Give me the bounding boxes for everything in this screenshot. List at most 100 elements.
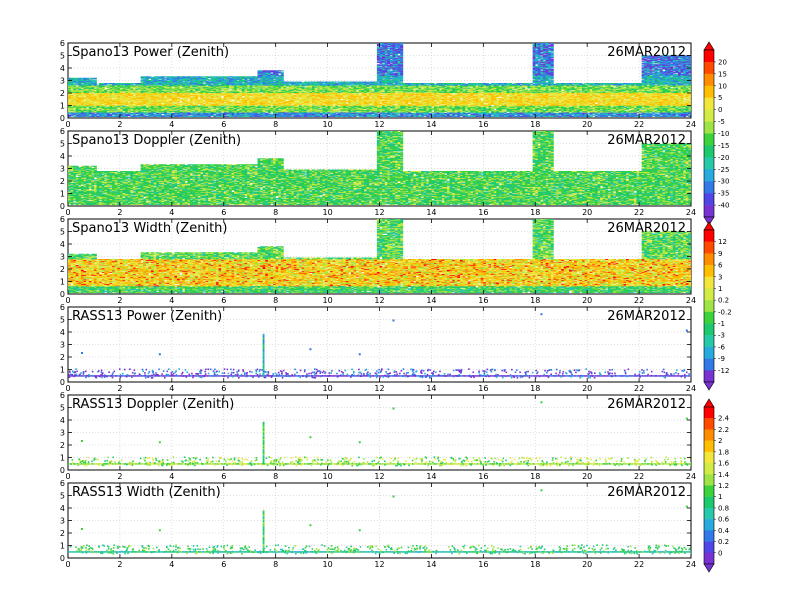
data-cell	[166, 83, 170, 85]
data-cell	[171, 83, 175, 85]
data-cell	[192, 88, 196, 90]
data-cell	[273, 81, 276, 83]
data-cell	[104, 111, 108, 113]
data-cell	[101, 95, 105, 97]
data-cell	[205, 101, 209, 103]
data-cell	[208, 111, 212, 113]
data-cell	[228, 102, 232, 104]
data-cell	[122, 91, 126, 93]
data-cell	[151, 77, 154, 79]
data-cell	[127, 115, 131, 117]
data-cell	[125, 110, 129, 112]
data-cell	[148, 104, 152, 106]
data-cell	[156, 88, 160, 90]
data-cell	[174, 116, 178, 118]
data-cell	[151, 87, 154, 89]
data-cell	[73, 113, 77, 115]
data-cell	[140, 110, 144, 112]
data-cell	[101, 89, 105, 91]
data-cell	[208, 104, 212, 106]
data-cell	[192, 98, 196, 100]
data-cell	[197, 83, 201, 85]
data-cell	[109, 92, 113, 94]
data-cell	[228, 88, 232, 90]
data-cell	[153, 86, 157, 88]
data-cell	[117, 83, 121, 85]
data-cell	[164, 94, 167, 96]
data-cell	[166, 89, 170, 91]
data-cell	[91, 101, 95, 103]
data-cell	[221, 89, 225, 91]
data-cell	[83, 111, 87, 113]
data-cell	[78, 93, 82, 95]
data-cell	[200, 99, 204, 101]
data-cell	[73, 86, 77, 88]
data-cell	[228, 108, 232, 110]
data-cell	[213, 102, 217, 104]
data-cell	[187, 108, 191, 110]
data-cell	[161, 115, 165, 117]
data-cell	[169, 107, 173, 109]
data-cell	[78, 89, 82, 91]
data-cell	[130, 83, 134, 85]
data-cell	[143, 86, 147, 88]
data-cell	[164, 89, 167, 91]
data-cell	[114, 83, 118, 85]
data-cell	[130, 113, 134, 115]
data-cell	[182, 113, 186, 115]
data-cell	[114, 102, 118, 104]
data-cell	[86, 92, 90, 94]
data-cell	[213, 82, 217, 84]
data-cell	[197, 103, 201, 105]
data-cell	[91, 83, 95, 85]
data-cell	[109, 96, 113, 98]
data-cell	[182, 95, 186, 97]
data-cell	[140, 106, 144, 108]
data-cell	[215, 107, 219, 109]
data-cell	[99, 115, 103, 117]
data-cell	[83, 113, 87, 115]
data-cell	[70, 83, 74, 85]
data-cell	[91, 97, 95, 99]
data-cell	[148, 104, 152, 106]
data-cell	[143, 106, 147, 108]
data-cell	[68, 81, 71, 83]
data-cell	[88, 90, 92, 92]
data-cell	[93, 100, 97, 102]
data-cell	[117, 87, 121, 89]
data-cell	[184, 95, 188, 97]
data-cell	[96, 90, 100, 92]
data-cell	[210, 82, 214, 84]
data-cell	[161, 104, 165, 106]
data-cell	[93, 83, 97, 85]
data-cell	[78, 110, 82, 112]
data-cell	[202, 106, 206, 108]
data-cell	[122, 90, 126, 92]
data-cell	[109, 113, 113, 115]
data-cell	[215, 113, 219, 115]
data-cell	[117, 88, 121, 90]
data-cell	[164, 77, 167, 79]
data-cell	[312, 112, 315, 114]
data-cell	[213, 116, 217, 118]
data-cell	[125, 86, 129, 88]
data-cell	[143, 113, 147, 115]
data-cell	[195, 77, 199, 79]
data-cell	[164, 114, 167, 116]
data-cell	[223, 96, 227, 98]
data-cell	[226, 104, 230, 106]
data-cell	[190, 107, 193, 109]
data-cell	[184, 92, 188, 94]
data-cell	[138, 113, 141, 115]
data-cell	[182, 100, 186, 102]
data-cell	[223, 110, 227, 112]
data-cell	[127, 111, 131, 113]
data-cell	[205, 107, 209, 109]
data-cell	[99, 92, 103, 94]
data-cell	[99, 86, 103, 88]
data-cell	[112, 114, 116, 116]
data-cell	[104, 89, 108, 91]
data-cell	[197, 100, 201, 102]
data-cell	[195, 100, 199, 102]
data-cell	[114, 101, 118, 103]
